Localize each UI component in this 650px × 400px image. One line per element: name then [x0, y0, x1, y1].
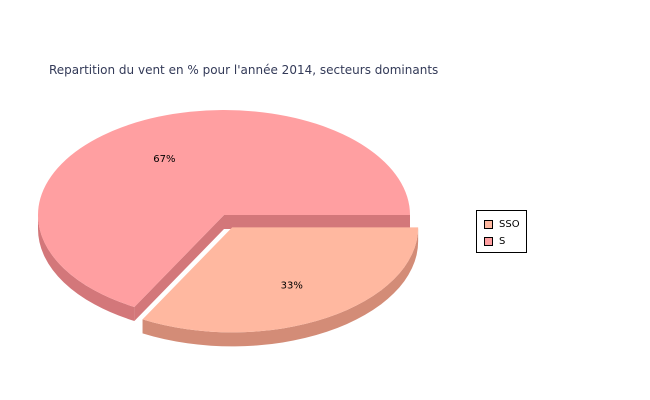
slice-label-s: 67% [153, 154, 175, 165]
slice-s [38, 110, 411, 308]
slice-wall-s [224, 215, 410, 229]
chart-title: Repartition du vent en % pour l'année 20… [49, 63, 439, 77]
slice-side-s [38, 215, 135, 322]
legend-swatch-sso [484, 220, 493, 229]
legend-swatch-s [484, 237, 493, 246]
legend-item-sso: SSO [484, 216, 526, 233]
slice-sso [142, 227, 419, 333]
legend-item-s: S [484, 233, 526, 250]
slice-side-sso [142, 227, 419, 347]
legend: SSO S [476, 210, 527, 253]
slice-label-sso: 33% [281, 280, 303, 291]
legend-label-sso: SSO [499, 219, 520, 230]
slice-wall2-s [134, 215, 224, 322]
legend-label-s: S [499, 236, 506, 247]
